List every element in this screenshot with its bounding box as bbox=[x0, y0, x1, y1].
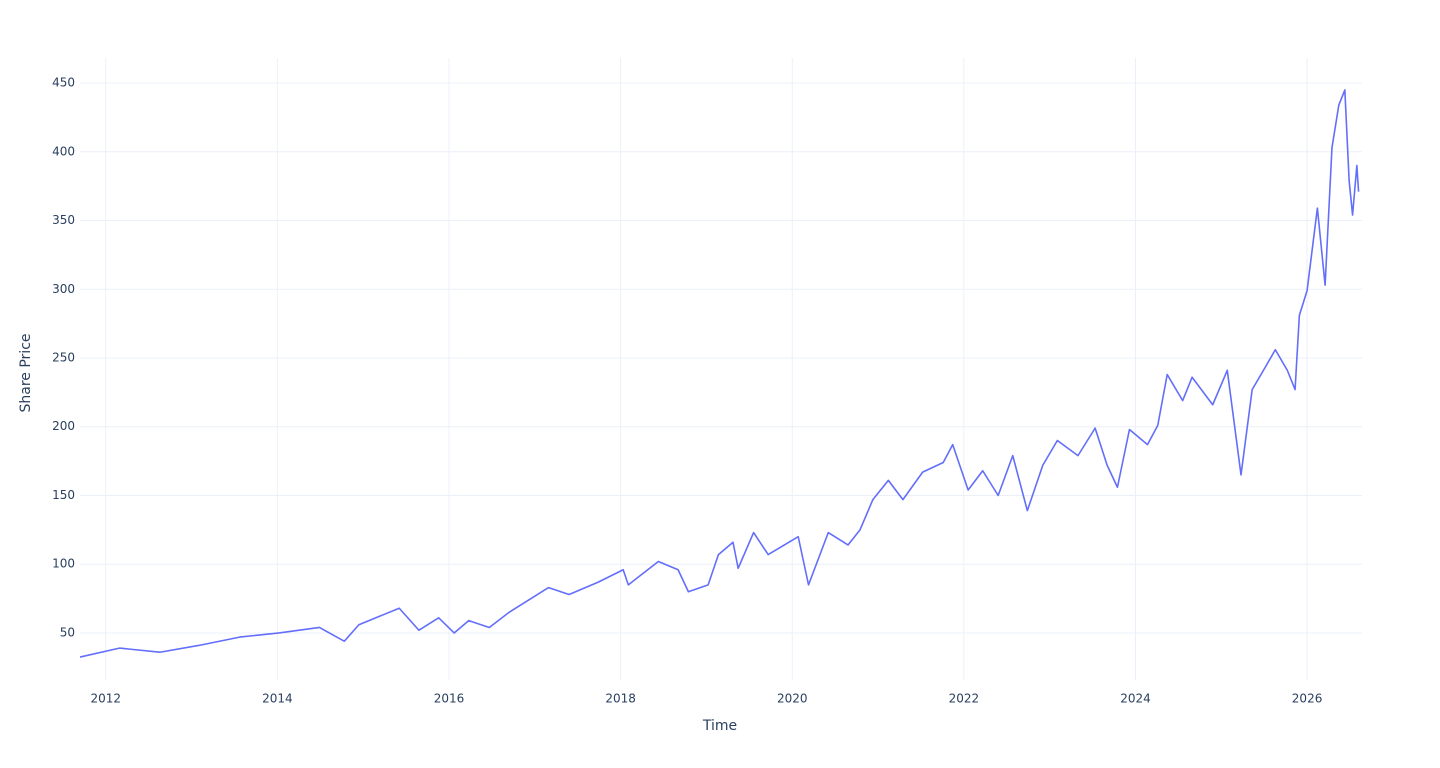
x-tick-label: 2026 bbox=[1292, 692, 1323, 706]
x-tick-label: 2024 bbox=[1120, 692, 1151, 706]
x-tick-label: 2020 bbox=[777, 692, 808, 706]
y-axis-title: Share Price bbox=[18, 333, 34, 412]
y-tick-label: 400 bbox=[52, 144, 75, 158]
y-tick-label: 250 bbox=[52, 351, 75, 365]
y-tick-label: 450 bbox=[52, 76, 75, 90]
x-tick-label: 2014 bbox=[262, 692, 293, 706]
x-axis-title: Time bbox=[702, 718, 737, 734]
y-tick-label: 150 bbox=[52, 488, 75, 502]
price-line bbox=[79, 89, 1360, 658]
y-tick-label: 300 bbox=[52, 282, 75, 296]
y-tick-label: 350 bbox=[52, 213, 75, 227]
x-tick-label: 2022 bbox=[949, 692, 980, 706]
x-tick-label: 2016 bbox=[434, 692, 465, 706]
x-tick-label: 2012 bbox=[90, 692, 121, 706]
x-tick-label: 2018 bbox=[605, 692, 636, 706]
y-tick-label: 50 bbox=[60, 625, 75, 639]
y-tick-label: 200 bbox=[52, 419, 75, 433]
y-tick-label: 100 bbox=[52, 557, 75, 571]
